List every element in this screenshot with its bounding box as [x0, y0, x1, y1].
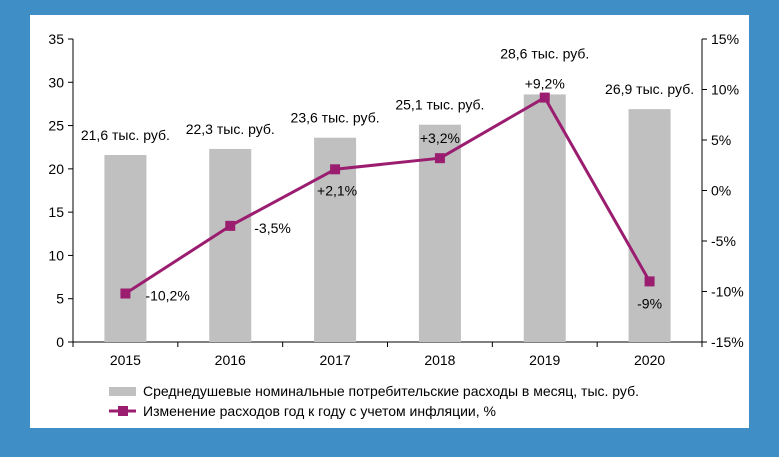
x-tick-label: 2019	[529, 352, 560, 368]
y-right-tick-label: 15%	[711, 31, 739, 47]
bar	[523, 94, 566, 342]
y-left-tick-label: 0	[56, 334, 64, 350]
legend-bar-swatch	[109, 387, 136, 396]
bar	[104, 155, 147, 342]
bar	[628, 109, 671, 342]
y-left-tick-label: 15	[48, 204, 64, 220]
line-data-label: +2,1%	[317, 182, 357, 198]
x-tick-label: 2016	[215, 352, 246, 368]
bar-data-label: 26,9 тыс. руб.	[605, 81, 694, 97]
x-tick-label: 2015	[110, 352, 141, 368]
bar-data-label: 28,6 тыс. руб.	[500, 45, 589, 61]
legend-bar-label: Среднедушевые номинальные потребительски…	[143, 383, 639, 399]
bar-data-label: 25,1 тыс. руб.	[395, 97, 484, 113]
bar-data-label: 21,6 тыс. руб.	[81, 127, 170, 143]
line-point-marker	[644, 276, 655, 287]
x-tick-label: 2017	[320, 352, 351, 368]
line-point-marker	[330, 164, 341, 175]
y-right-tick-label: 0%	[711, 183, 731, 199]
y-left-tick-label: 25	[48, 118, 64, 134]
line-point-marker	[539, 92, 550, 103]
y-left-tick-label: 30	[48, 74, 64, 90]
line-data-label: -9%	[637, 295, 662, 311]
y-right-tick-label: -5%	[711, 233, 736, 249]
line-data-label: -10,2%	[145, 288, 189, 304]
y-left-tick-label: 5	[56, 291, 64, 307]
y-right-tick-label: 5%	[711, 132, 731, 148]
y-left-tick-label: 10	[48, 247, 64, 263]
chart: 0 5 10 15 20 25 30 35 -15% -10% -5% 0% 5% 10% 15% 2015 2…	[48, 31, 744, 419]
line-data-label: +3,2%	[420, 130, 460, 146]
line-point-marker	[434, 153, 445, 164]
bar-data-label: 23,6 тыс. руб.	[291, 110, 380, 126]
line-series	[124, 96, 651, 295]
line-point-marker	[120, 288, 131, 299]
bar-data-label: 22,3 тыс. руб.	[186, 121, 275, 137]
line-data-label: -3,5%	[254, 220, 291, 236]
bar	[209, 148, 252, 342]
chart-frame: 0 5 10 15 20 25 30 35 -15% -10% -5% 0% 5% 10% 15% 2015 2…	[30, 15, 749, 428]
y-right-tick-label: 10%	[711, 82, 739, 98]
x-tick-label: 2020	[634, 352, 665, 368]
y-left-tick-label: 35	[48, 31, 64, 47]
line-data-label: +9,2%	[525, 76, 565, 92]
x-tick-label: 2018	[424, 352, 455, 368]
legend-line-label: Изменение расходов год к году с учетом и…	[143, 403, 496, 419]
line-point-marker	[225, 220, 236, 231]
legend-line-marker	[118, 406, 128, 416]
y-right-tick-label: -10%	[711, 284, 744, 300]
y-right-tick-label: -15%	[711, 334, 744, 350]
y-left-tick-label: 20	[48, 161, 64, 177]
